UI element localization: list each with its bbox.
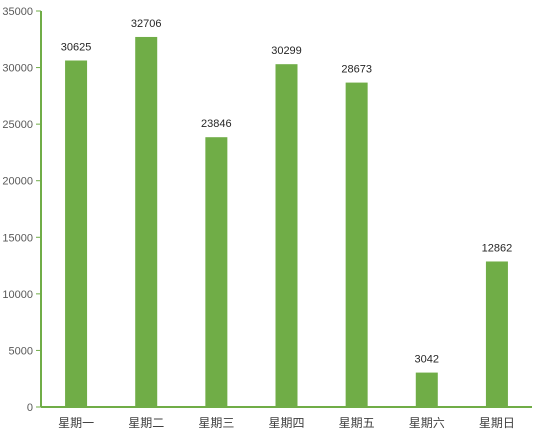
y-tick-label: 10000: [2, 289, 33, 301]
bar-value-label: 3042: [415, 354, 439, 366]
bars-group: [65, 36, 508, 408]
bar: [485, 261, 508, 407]
y-tick-label: 15000: [2, 232, 33, 244]
y-tick-label: 35000: [2, 6, 33, 18]
bar-value-label: 12862: [482, 242, 513, 254]
bar: [415, 372, 438, 407]
bar: [135, 36, 158, 408]
bar: [65, 60, 88, 407]
bar-value-label: 30625: [61, 42, 92, 54]
value-labels-group: 30625 32706 23846 30299 28673 3042 12862: [61, 18, 512, 366]
y-tick-label: 5000: [9, 345, 33, 357]
category-labels-group: 星期一 星期二 星期三 星期四 星期五 星期六 星期日: [58, 416, 515, 430]
x-category-label: 星期一: [58, 416, 94, 430]
x-category-label: 星期六: [409, 416, 445, 430]
x-category-label: 星期二: [128, 416, 164, 430]
x-category-label: 星期五: [339, 416, 375, 430]
x-category-label: 星期四: [268, 416, 304, 430]
y-tick-label: 30000: [2, 63, 33, 75]
x-category-label: 星期日: [479, 416, 515, 430]
y-tick-label: 0: [27, 402, 33, 414]
bar: [275, 64, 298, 408]
bar-value-label: 23846: [201, 118, 232, 130]
bar-value-label: 32706: [131, 18, 162, 30]
bar: [345, 82, 368, 408]
y-axis-ticks: 0 5000 10000 15000 20000 25000 30000 35000: [2, 6, 41, 414]
y-tick-label: 20000: [2, 176, 33, 188]
x-category-label: 星期三: [198, 416, 234, 430]
bar: [205, 137, 228, 408]
y-tick-label: 25000: [2, 119, 33, 131]
bar-value-label: 30299: [271, 45, 302, 57]
bar-value-label: 28673: [341, 64, 372, 76]
